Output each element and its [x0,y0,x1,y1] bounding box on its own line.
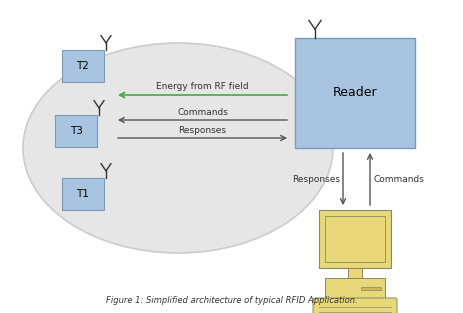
Text: Commands: Commands [373,175,424,183]
Bar [348,268,362,278]
Bar [325,278,385,298]
Text: T3: T3 [69,126,82,136]
Text: Responses: Responses [292,175,340,183]
Ellipse shape [23,43,333,253]
Text: T2: T2 [76,61,89,71]
Text: Energy from RF field: Energy from RF field [156,82,249,91]
Text: T1: T1 [76,189,89,199]
FancyBboxPatch shape [313,298,397,313]
Text: Figure 1: Simplified architecture of typical RFID Application.: Figure 1: Simplified architecture of typ… [106,296,357,305]
Bar [325,216,385,262]
Text: Reader: Reader [333,86,377,100]
Bar [62,178,104,210]
Bar [55,115,97,147]
Bar [295,38,415,148]
Bar [62,50,104,82]
Text: Commands: Commands [177,108,228,117]
Bar [361,286,381,290]
Text: Responses: Responses [179,126,226,135]
Bar [319,210,391,268]
